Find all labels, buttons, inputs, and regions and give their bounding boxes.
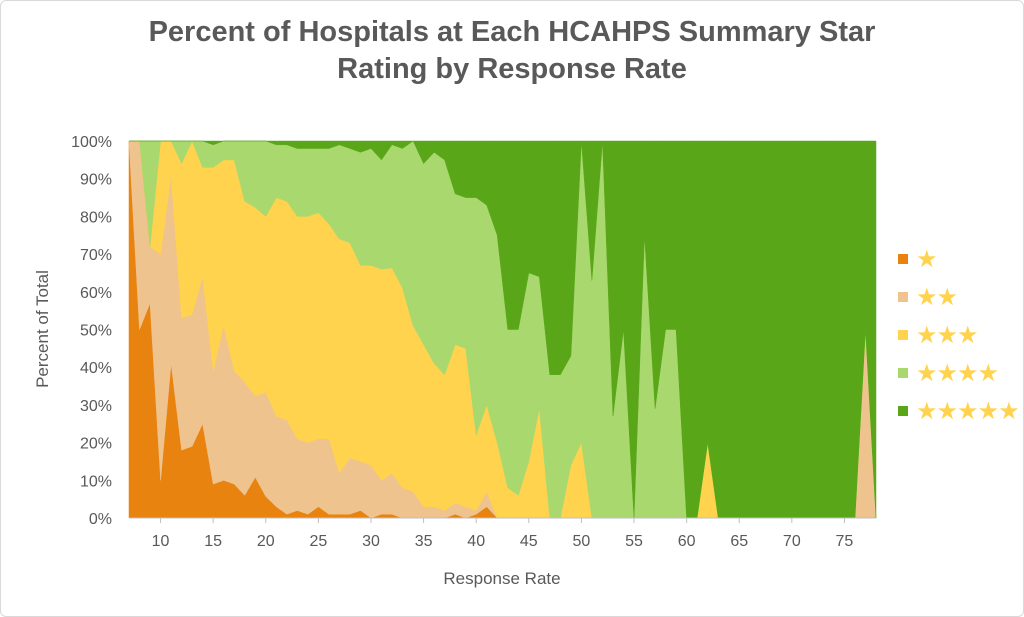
legend-swatch-3-stars [898,330,908,340]
x-tick-label: 15 [204,533,222,550]
y-tick-label: 100% [71,134,112,151]
legend-item-1-star: ★ [898,240,1019,278]
y-tick-label: 50% [80,323,112,340]
y-tick-label: 20% [80,436,112,453]
legend: ★ ★★ ★★★ ★★★★ ★★★★★ [898,240,1020,430]
legend-item-2-stars: ★★ [898,278,1019,316]
y-tick-label: 0% [89,511,112,528]
legend-item-5-stars: ★★★★★ [898,392,1020,430]
x-tick-label: 40 [467,533,485,550]
legend-swatch-1-star [898,254,908,264]
x-tick-label: 30 [362,533,380,550]
y-tick-label: 30% [80,398,112,415]
y-axis-ticks: 0% 10% 20% 30% 40% 50% 60% 70% 80% 90% 100% [71,134,112,528]
legend-swatch-4-stars [898,368,908,378]
x-tick-label: 75 [836,533,854,550]
y-tick-label: 90% [80,172,112,189]
legend-label-1-star: ★ [916,245,937,273]
y-tick-label: 60% [80,285,112,302]
chart-title-line2: Rating by Response Rate [337,53,687,85]
chart-title: Percent of Hospitals at Each HCAHPS Summ… [0,14,1024,88]
plot-areas [128,140,877,519]
x-tick-label: 65 [730,533,748,550]
y-tick-label: 40% [80,360,112,377]
legend-item-4-stars: ★★★★ [898,354,1019,392]
x-tick-label: 25 [309,533,327,550]
x-tick-label: 55 [625,533,643,550]
area-series-5-star [129,140,877,519]
legend-label-5-stars: ★★★★★ [916,397,1020,425]
legend-label-2-stars: ★★ [916,283,958,311]
y-tick-label: 10% [80,473,112,490]
x-tick-label: 70 [783,533,801,550]
x-tick-label: 20 [257,533,275,550]
legend-label-4-stars: ★★★★ [916,359,999,387]
y-tick-label: 70% [80,247,112,264]
y-axis-label: Percent of Total [33,270,52,388]
legend-swatch-2-stars [898,292,908,302]
legend-item-3-stars: ★★★ [898,316,1019,354]
legend-swatch-5-stars [898,406,908,416]
chart-title-line1: Percent of Hospitals at Each HCAHPS Summ… [148,16,876,48]
x-tick-label: 60 [678,533,696,550]
y-tick-label: 80% [80,209,112,226]
x-tick-label: 10 [152,533,170,550]
x-axis-ticks: 10 15 20 25 30 35 40 45 50 55 60 65 70 75 [152,518,854,550]
x-axis-label: Response Rate [443,569,560,588]
x-tick-label: 45 [520,533,538,550]
legend-label-3-stars: ★★★ [916,321,979,349]
x-tick-label: 35 [415,533,433,550]
x-tick-label: 50 [573,533,591,550]
